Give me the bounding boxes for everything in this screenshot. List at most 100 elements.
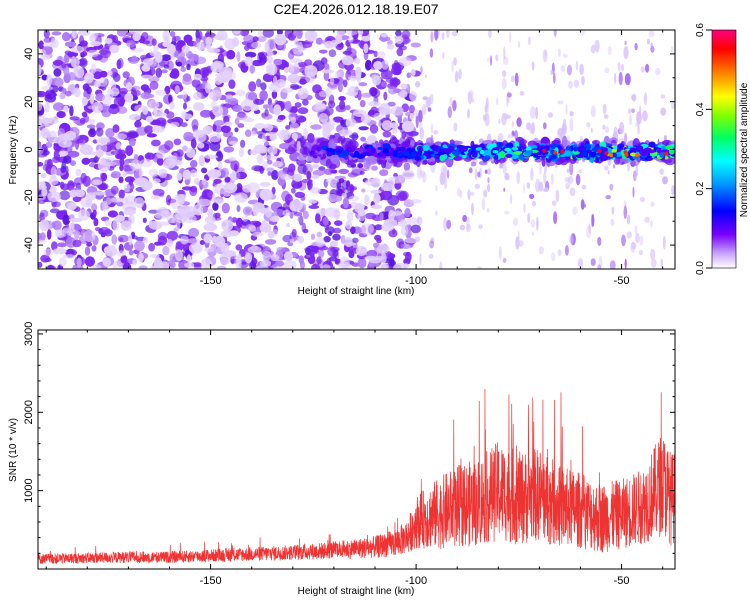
heatmap-cell (409, 113, 415, 120)
heatmap-cell (118, 237, 124, 243)
heatmap-cell (581, 75, 585, 86)
heatmap-cell (660, 94, 666, 99)
heatmap-cell (452, 140, 463, 145)
heatmap-cell (222, 131, 234, 138)
heatmap-cell (324, 207, 338, 218)
heatmap-cell (75, 168, 82, 177)
heatmap-cell (419, 253, 422, 266)
heatmap-cell (128, 214, 135, 224)
heatmap-cell (124, 93, 134, 103)
heatmap-cell (590, 44, 596, 54)
heatmap-cell (443, 217, 448, 232)
heatmap-cell (236, 51, 241, 62)
heatmap-cell (297, 41, 303, 54)
heatmap-cell (347, 146, 355, 153)
heatmap-cell (550, 69, 554, 75)
heatmap-cell (57, 111, 65, 116)
heatmap-cell (419, 127, 425, 140)
heatmap-cell (510, 75, 515, 83)
heatmap-cell (110, 79, 117, 90)
heatmap-cell (383, 218, 398, 228)
bottom-x-axis-label: Height of straight line (km) (298, 586, 415, 597)
heatmap-cell (499, 163, 504, 169)
heatmap-cell (487, 183, 491, 193)
heatmap-cell (105, 197, 112, 205)
heatmap-cell (547, 112, 554, 118)
heatmap-cell (115, 214, 125, 222)
heatmap-cell (484, 102, 489, 117)
heatmap-cell (319, 49, 328, 54)
heatmap-cell (603, 114, 609, 119)
heatmap-cell (605, 195, 611, 200)
heatmap-cell (255, 98, 259, 105)
heatmap-cell (427, 107, 432, 112)
heatmap-cell (404, 207, 411, 218)
heatmap-cell (338, 96, 346, 101)
heatmap-cell (213, 183, 227, 195)
heatmap-cell (125, 82, 133, 91)
heatmap-cell (471, 151, 478, 158)
heatmap-cell (51, 31, 62, 36)
heatmap-cell (211, 193, 216, 204)
heatmap-cell (501, 113, 507, 126)
heatmap-cell (332, 132, 342, 144)
heatmap-cell (502, 257, 507, 263)
heatmap-cell (272, 160, 284, 168)
heatmap-cell (142, 236, 149, 244)
heatmap-cell (116, 59, 122, 70)
heatmap-cell (163, 64, 170, 69)
heatmap-cell (265, 63, 278, 76)
heatmap-cell (557, 249, 562, 256)
heatmap-cell (110, 150, 118, 155)
heatmap-cell (530, 167, 534, 181)
heatmap-cell (529, 127, 534, 134)
heatmap-cell (336, 30, 346, 37)
heatmap-cell (610, 218, 615, 226)
heatmap-cell (403, 162, 411, 172)
heatmap-cell (396, 47, 404, 57)
heatmap-cell (140, 158, 153, 168)
heatmap-cell (617, 61, 621, 72)
heatmap-cell (159, 221, 170, 226)
heatmap-cell (186, 238, 201, 244)
heatmap-cell (357, 163, 364, 169)
heatmap-cell (388, 229, 398, 238)
heatmap-cell (42, 43, 53, 47)
heatmap-cell (438, 146, 444, 150)
heatmap-cell (569, 187, 576, 197)
heatmap-cell (166, 111, 175, 119)
heatmap-cell (527, 213, 531, 223)
heatmap-cell (643, 92, 648, 106)
heatmap-cell (251, 41, 261, 49)
heatmap-cell (391, 65, 402, 76)
heatmap-cell (246, 182, 261, 194)
heatmap-cell (553, 211, 558, 225)
heatmap-cell (188, 227, 200, 238)
heatmap-cell (388, 209, 395, 222)
heatmap-cell (380, 182, 395, 191)
heatmap-cell (338, 168, 350, 175)
heatmap-cell (487, 168, 492, 175)
heatmap-cell (110, 197, 125, 203)
heatmap-cell (401, 30, 411, 39)
heatmap-cell (101, 172, 108, 182)
heatmap-cell (98, 227, 111, 235)
heatmap-cell (180, 210, 195, 220)
heatmap-cell (349, 152, 355, 157)
heatmap-cell (321, 124, 335, 131)
heatmap-cell (323, 168, 334, 175)
heatmap-cell (207, 169, 222, 179)
heatmap-cell (298, 153, 307, 161)
heatmap-cell (46, 229, 52, 240)
heatmap-cell (359, 170, 365, 175)
heatmap-cell (245, 91, 253, 101)
heatmap-cell (85, 198, 93, 208)
heatmap-cell (352, 109, 367, 117)
heatmap-cell (81, 111, 88, 118)
heatmap-cell (634, 42, 638, 51)
heatmap-cell (531, 231, 535, 236)
heatmap-cell (342, 197, 349, 209)
heatmap-cell (651, 258, 657, 268)
heatmap-cell (590, 258, 596, 266)
heatmap-cell (266, 38, 277, 50)
